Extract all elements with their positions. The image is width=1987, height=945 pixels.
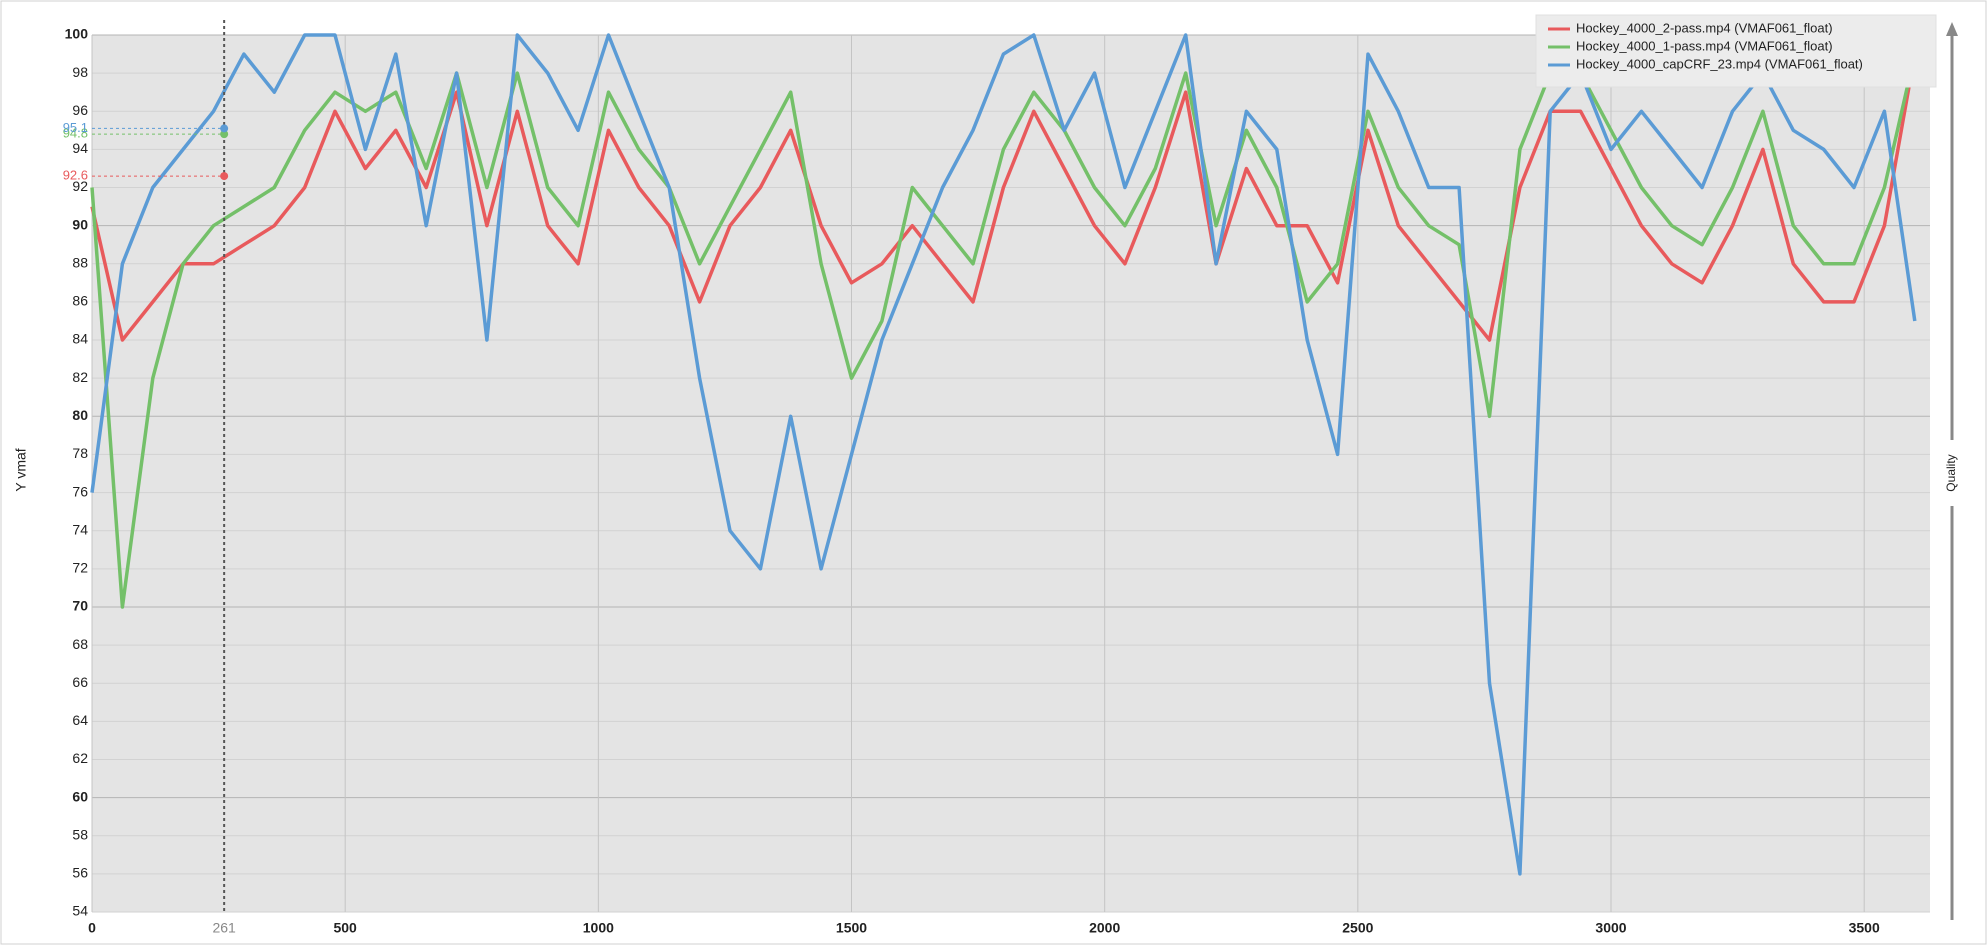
cursor-x-label: 261 (212, 920, 236, 936)
cursor-value-label: 95.1 (63, 120, 88, 135)
y-tick-label: 80 (72, 407, 88, 423)
x-tick-label: 1500 (836, 920, 867, 936)
grid (91, 34, 1930, 913)
x-tick-label: 3000 (1595, 920, 1626, 936)
y-tick-label: 82 (72, 369, 88, 385)
y-tick-label: 78 (72, 445, 88, 461)
cursor-dot (220, 130, 229, 139)
y-tick-label: 90 (72, 216, 88, 232)
side-arrow-head (1946, 22, 1958, 36)
side-label: Quality (1944, 454, 1958, 491)
y-tick-label: 100 (65, 26, 89, 42)
y-tick-label: 68 (72, 636, 88, 652)
y-tick-label: 72 (72, 560, 88, 576)
legend-box (1535, 14, 1937, 88)
legend-label: Hockey_4000_capCRF_23.mp4 (VMAF061_float… (1576, 56, 1863, 71)
y-tick-label: 96 (72, 102, 88, 118)
legend: Hockey_4000_2-pass.mp4 (VMAF061_float) Ho… (1535, 14, 1937, 88)
y-tick-label: 54 (72, 903, 88, 919)
legend-label: Hockey_4000_2-pass.mp4 (VMAF061_float) (1576, 20, 1833, 35)
y-tick-label: 98 (72, 64, 88, 80)
x-tick-label: 0 (88, 920, 96, 936)
x-tick-label: 2500 (1342, 920, 1373, 936)
cursor-dot (220, 172, 229, 181)
x-tick-label: 1000 (583, 920, 614, 936)
cursor-value-label: 94.8 (63, 126, 88, 141)
plot-area (92, 35, 1930, 912)
y-axis-label: Y vmaf (13, 448, 29, 491)
lines (90, 33, 1917, 876)
series-line (90, 53, 1917, 342)
y-tick-label: 64 (72, 712, 88, 728)
x-tick-label: 2000 (1089, 920, 1120, 936)
overlay (92, 20, 229, 912)
cursor-value-label: 92.6 (63, 168, 88, 183)
y-tick-label: 86 (72, 293, 88, 309)
cursor-dot (220, 124, 229, 133)
y-tick-label: 92 (72, 178, 88, 194)
side-label-bg (1942, 440, 1962, 506)
series-line (90, 53, 1917, 609)
y-tick-label: 94 (72, 140, 88, 156)
x-tick-label: 3500 (1849, 920, 1880, 936)
series-line (90, 33, 1917, 876)
y-tick-label: 58 (72, 826, 88, 842)
y-tick-label: 84 (72, 331, 88, 347)
legend-label: Hockey_4000_1-pass.mp4 (VMAF061_float) (1576, 38, 1833, 53)
y-tick-label: 76 (72, 483, 88, 499)
y-tick-label: 66 (72, 674, 88, 690)
y-tick-label: 70 (72, 598, 88, 614)
y-tick-label: 74 (72, 521, 88, 537)
x-tick-label: 500 (333, 920, 357, 936)
y-tick-label: 88 (72, 254, 88, 270)
y-tick-label: 62 (72, 750, 88, 766)
y-tick-label: 56 (72, 865, 88, 881)
y-tick-label: 60 (72, 788, 88, 804)
